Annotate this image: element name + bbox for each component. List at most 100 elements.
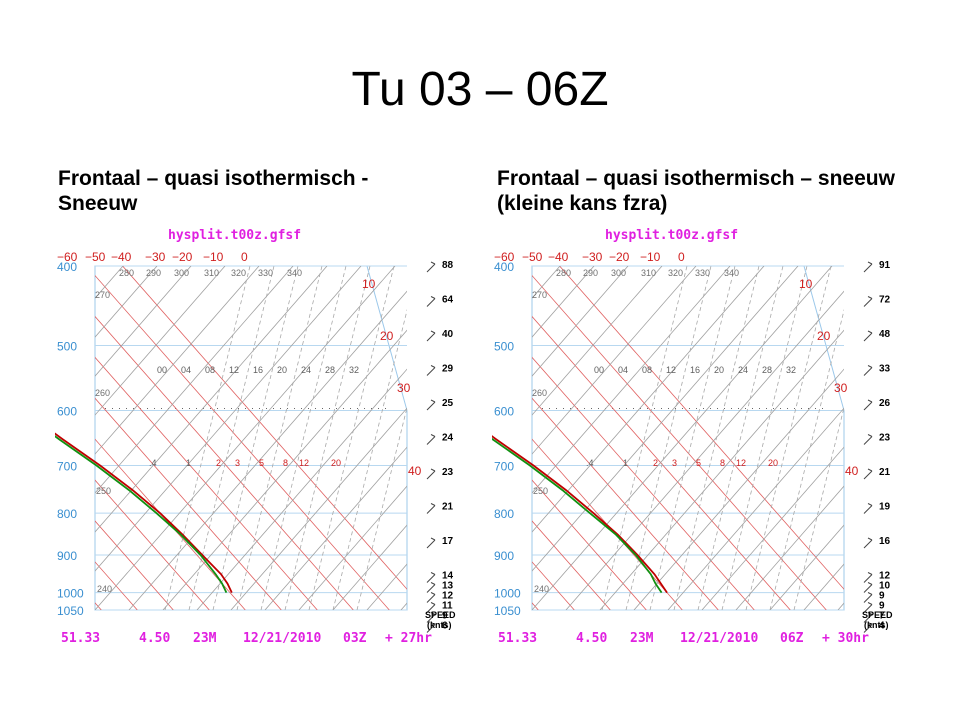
wind-barb (426, 624, 436, 633)
theta-label: 300 (611, 268, 626, 278)
mixing-ratio-line (625, 266, 712, 610)
theta-label: 280 (556, 268, 571, 278)
pressure-label: 1000 (494, 587, 521, 601)
pressure-label: 800 (57, 507, 77, 521)
wind-barb (863, 604, 873, 613)
dry-adiabat-line (332, 524, 407, 610)
dry-adiabat-line (906, 266, 942, 610)
mixing-ratio-line (649, 266, 736, 610)
wind-speed-label: 17 (442, 536, 454, 547)
wind-barb-flag (867, 296, 873, 299)
footer-lon: 4.50 (576, 631, 607, 646)
wind-barb-flag (867, 537, 873, 541)
wind-barb (863, 436, 873, 445)
dry-adiabat-line (196, 368, 407, 610)
dry-adiabat-line (532, 266, 663, 416)
wind-barb (863, 332, 873, 342)
mixing-ratio-line (308, 266, 395, 610)
pressure-label: 400 (494, 260, 514, 274)
pressure-label: 700 (494, 459, 514, 473)
wind-speed-label: 14 (442, 571, 454, 582)
wind-barb (426, 594, 436, 603)
mixing-ratio-label: .4 (586, 458, 594, 468)
mixing-ratio-line (188, 266, 275, 610)
mixing-ratio-line (236, 266, 323, 610)
wind-barb-flag (867, 330, 873, 334)
dry-adiabat-line (532, 266, 765, 533)
wind-speed-label: 9 (442, 611, 448, 622)
theta-label: 240 (534, 584, 549, 594)
wind-speed-label: 12 (442, 591, 454, 602)
dry-adiabat-line (735, 485, 844, 610)
pressure-label: 500 (57, 340, 77, 354)
isotherm-line (532, 356, 755, 610)
chart-title: hysplit.t00z.gfsf (168, 228, 301, 243)
isotherm-label: −30 (582, 250, 603, 264)
isotherm-label: 10 (362, 277, 376, 291)
wind-speed-label: 16 (879, 536, 891, 547)
wind-barb (863, 539, 873, 549)
wind-speed-label: 25 (442, 398, 454, 409)
pressure-label: 1050 (494, 604, 521, 618)
mixing-ratio-label: 3 (672, 458, 677, 468)
wind-barb (426, 401, 436, 411)
dry-adiabat-line (667, 407, 844, 610)
wind-barb-flag (430, 434, 436, 437)
dry-adiabat-line (701, 446, 844, 610)
wind-barb-flag (430, 365, 436, 368)
dry-adiabat-line (532, 266, 799, 572)
dry-adiabat-line (366, 563, 407, 610)
chart-title: hysplit.t00z.gfsf (605, 228, 738, 243)
wind-speed-label: 6 (442, 621, 448, 632)
dry-adiabat-line (803, 563, 844, 610)
dry-adiabat-line (532, 266, 595, 338)
isotherm-label: −50 (85, 250, 106, 264)
isotherm-label: −10 (203, 250, 224, 264)
mixing-ratio-label: 28 (762, 365, 772, 375)
isotherm-label: 10 (799, 277, 813, 291)
isotherm-label: −20 (172, 250, 193, 264)
isotherm-line (532, 315, 791, 610)
mixing-ratio-label: 04 (181, 365, 191, 375)
wind-barb (426, 584, 436, 593)
footer-forecast: + 30hr (822, 631, 869, 646)
footer-time: 03Z (343, 631, 367, 646)
isotherm-label: 40 (845, 464, 859, 478)
skewt-chart-left: hysplit.t00z.gfsf−60 −50 −40 −30 −20 −10 01020… (55, 228, 456, 646)
mixing-ratio-label: 2 (216, 458, 221, 468)
mixing-ratio-line (356, 405, 407, 610)
wind-speed-label: 21 (442, 502, 454, 513)
isotherm-label: 20 (817, 329, 831, 343)
wind-barb-flag (867, 503, 873, 506)
mixing-ratio-label: 5 (259, 458, 264, 468)
dry-adiabat-line (532, 266, 833, 610)
theta-label: 320 (668, 268, 683, 278)
wind-barb (863, 298, 873, 307)
theta-label: 310 (641, 268, 656, 278)
plot-frame (94, 265, 408, 611)
wind-barb-flag (867, 261, 873, 265)
wind-barb-flag (867, 468, 873, 472)
wind-barb (426, 298, 436, 307)
isotherm-label: −50 (522, 250, 543, 264)
pressure-label: 900 (57, 549, 77, 563)
isotherm-label: −20 (609, 250, 630, 264)
mixing-ratio-label: 00 (594, 365, 604, 375)
wind-speed-label: 12 (879, 571, 891, 582)
wind-speed-label: 88 (442, 260, 454, 271)
theta-label: 330 (258, 268, 273, 278)
pressure-label: 400 (57, 260, 77, 274)
wind-barb-flag (430, 399, 436, 403)
pressure-label: 1000 (57, 587, 84, 601)
mixing-ratio-label: 8 (283, 458, 288, 468)
theta-label: 320 (231, 268, 246, 278)
dry-adiabat-line (162, 329, 407, 610)
mixing-ratio-label: 12 (229, 365, 239, 375)
wind-barb-flag (867, 434, 873, 437)
wind-barb-flag (867, 622, 873, 625)
wind-barb-flag (867, 582, 873, 585)
wind-speed-label: 9 (879, 601, 885, 612)
wind-barb (863, 505, 873, 514)
wind-barb-flag (867, 602, 873, 605)
dry-adiabat-line (95, 266, 192, 377)
